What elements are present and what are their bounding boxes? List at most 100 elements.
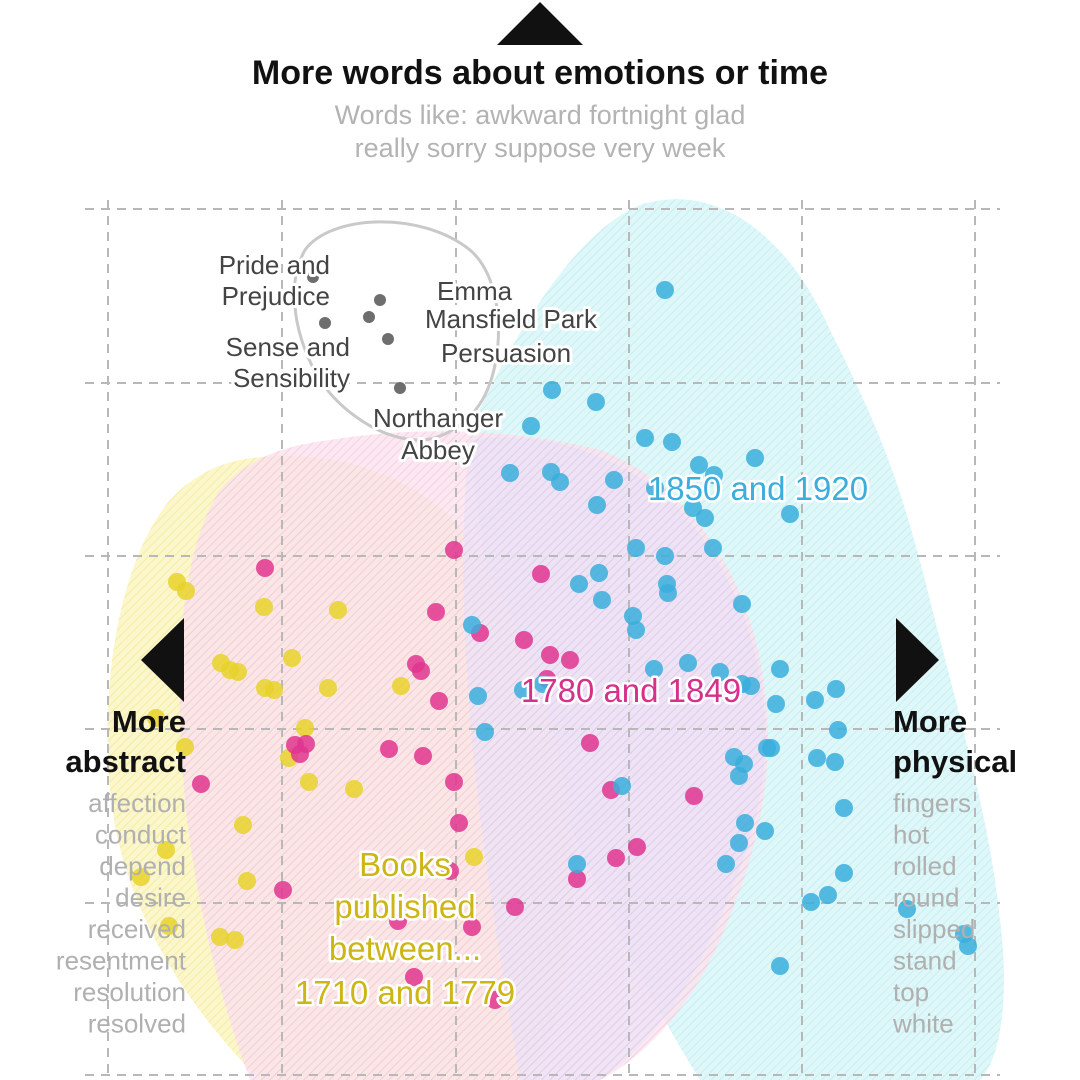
point-1780-1849: [515, 631, 533, 649]
point-1850-1920: [627, 621, 645, 639]
point-1710-1779: [229, 663, 247, 681]
point-1850-1920: [646, 479, 664, 497]
point-1850-1920: [955, 925, 973, 943]
left-axis-word: resolved: [88, 1009, 186, 1039]
point-1850-1920: [656, 547, 674, 565]
point-1710-1779: [256, 679, 274, 697]
point-1850-1920: [806, 691, 824, 709]
point-1850-1920: [684, 499, 702, 517]
point-1850-1920: [570, 575, 588, 593]
point-1850-1920: [767, 695, 785, 713]
point-1850-1920: [742, 677, 760, 695]
point-1710-1779: [255, 598, 273, 616]
point-1850-1920: [736, 814, 754, 832]
point-1850-1920: [476, 723, 494, 741]
era-label-early-1: Books: [359, 846, 451, 883]
left-axis-word: resolution: [73, 977, 186, 1007]
era-label-middle: 1780 and 1849: [521, 672, 741, 709]
point-1850-1920: [658, 575, 676, 593]
left-axis-words: affectionconductdependdesirereceivedrese…: [56, 788, 187, 1039]
left-axis-word: desire: [115, 883, 186, 913]
book-label-pride-1: Pride and: [219, 250, 330, 280]
point-1850-1920: [827, 680, 845, 698]
point-1710-1779: [238, 872, 256, 890]
point-1850-1920: [704, 539, 722, 557]
point-1710-1779: [177, 582, 195, 600]
point-1780-1849: [561, 651, 579, 669]
up-arrow-icon: [497, 2, 583, 45]
point-1780-1849: [486, 991, 504, 1009]
point-1850-1920: [826, 753, 844, 771]
overlap-region: [463, 437, 766, 1080]
point-1780-1849: [568, 870, 586, 888]
right-axis-word: slipped: [893, 914, 975, 944]
left-axis-word: received: [88, 914, 186, 944]
point-1710-1779: [319, 679, 337, 697]
point-1850-1920: [733, 595, 751, 613]
right-axis-word: rolled: [893, 851, 957, 881]
series-late-points: [463, 281, 977, 975]
right-axis-word: white: [892, 1009, 954, 1039]
point-1780-1849: [685, 787, 703, 805]
point-1850-1920: [762, 739, 780, 757]
right-axis-word: hot: [893, 820, 930, 850]
point-1710-1779: [157, 841, 175, 859]
book-label-sense-2: Sensibility: [233, 363, 350, 393]
right-axis-word: stand: [893, 946, 957, 976]
point-austen-book: [319, 317, 331, 329]
point-1710-1779: [147, 709, 165, 727]
point-1780-1849: [532, 565, 550, 583]
point-1850-1920: [898, 900, 916, 918]
point-1780-1849: [427, 603, 445, 621]
left-arrow-icon: [141, 618, 184, 702]
point-1780-1849: [450, 814, 468, 832]
point-1850-1920: [534, 675, 552, 693]
point-1780-1849: [380, 740, 398, 758]
point-1780-1849: [430, 692, 448, 710]
left-axis-word: affection: [88, 788, 186, 818]
point-austen-book: [374, 294, 386, 306]
point-1710-1779: [392, 677, 410, 695]
austen-points: [307, 271, 406, 394]
point-1780-1849: [192, 775, 210, 793]
point-1850-1920: [605, 471, 623, 489]
point-1850-1920: [645, 660, 663, 678]
point-1850-1920: [463, 616, 481, 634]
point-1850-1920: [819, 886, 837, 904]
austen-cluster-outline: [292, 220, 500, 442]
point-1710-1779: [345, 780, 363, 798]
point-1850-1920: [771, 660, 789, 678]
left-axis-word: depend: [99, 851, 186, 881]
point-1850-1920: [781, 505, 799, 523]
point-1710-1779: [160, 917, 178, 935]
point-1850-1920: [835, 864, 853, 882]
point-1780-1849: [445, 773, 463, 791]
grid: [85, 200, 1000, 1080]
point-austen-book: [394, 382, 406, 394]
point-1850-1920: [808, 749, 826, 767]
book-label-persuasion: Persuasion: [441, 338, 571, 368]
series-early-points: [132, 573, 483, 949]
point-1850-1920: [663, 433, 681, 451]
point-1850-1920: [730, 834, 748, 852]
point-1850-1920: [568, 855, 586, 873]
point-1850-1920: [696, 509, 714, 527]
point-1780-1849: [445, 541, 463, 559]
point-1710-1779: [234, 816, 252, 834]
point-1710-1779: [132, 868, 150, 886]
point-1850-1920: [802, 893, 820, 911]
point-1850-1920: [522, 417, 540, 435]
era-label-early-3: between...: [329, 930, 481, 967]
right-axis-word: fingers: [893, 788, 971, 818]
point-austen-book: [307, 271, 319, 283]
point-1850-1920: [771, 957, 789, 975]
point-1710-1779: [465, 848, 483, 866]
right-arrow-icon: [896, 618, 939, 702]
book-label-sense-1: Sense and: [226, 332, 350, 362]
left-axis-title-2: abstract: [65, 744, 186, 779]
point-1780-1849: [463, 918, 481, 936]
point-1850-1920: [593, 591, 611, 609]
point-1710-1779: [283, 649, 301, 667]
top-axis-words-line1: Words like: awkward fortnight glad: [335, 100, 746, 130]
